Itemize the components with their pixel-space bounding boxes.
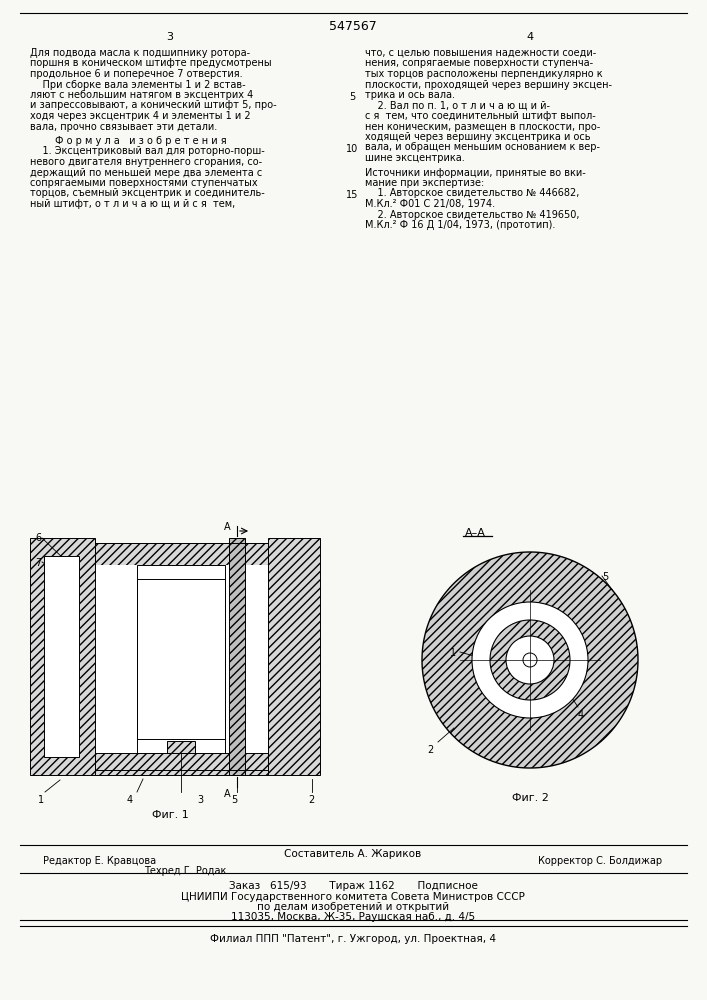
Text: мание при экспертизе:: мание при экспертизе: (365, 178, 484, 188)
Text: 1. Эксцентриковый вал для роторно-порш-: 1. Эксцентриковый вал для роторно-порш- (30, 146, 264, 156)
Text: ходящей через вершину эксцентрика и ось: ходящей через вершину эксцентрика и ось (365, 132, 590, 142)
Text: ный штифт, о т л и ч а ю щ и й с я  тем,: ный штифт, о т л и ч а ю щ и й с я тем, (30, 199, 235, 209)
Text: 6: 6 (35, 533, 41, 543)
Text: Ф о р м у л а   и з о б р е т е н и я: Ф о р м у л а и з о б р е т е н и я (55, 136, 227, 146)
Bar (167, 741, 195, 753)
Text: 4: 4 (527, 32, 534, 42)
Text: 15: 15 (346, 190, 358, 200)
Text: 5: 5 (349, 92, 355, 102)
Text: 3: 3 (167, 32, 173, 42)
Circle shape (506, 636, 554, 684)
Text: 1: 1 (450, 648, 456, 658)
Bar (95, 753, 268, 775)
Bar (137, 739, 225, 753)
Text: держащий по меньшей мере два элемента с: держащий по меньшей мере два элемента с (30, 167, 262, 178)
Text: по делам изобретений и открытий: по делам изобретений и открытий (257, 902, 449, 912)
Text: При сборке вала элементы 1 и 2 встав-: При сборке вала элементы 1 и 2 встав- (30, 80, 245, 90)
Text: невого двигателя внутреннего сгорания, со-: невого двигателя внутреннего сгорания, с… (30, 157, 262, 167)
Text: A–A: A–A (464, 528, 486, 538)
Text: вала, и обращен меньшим основанием к вер-: вала, и обращен меньшим основанием к вер… (365, 142, 600, 152)
Text: 1: 1 (38, 795, 44, 805)
Text: нения, сопрягаемые поверхности ступенча-: нения, сопрягаемые поверхности ступенча- (365, 58, 593, 68)
Text: Корректор С. Болдижар: Корректор С. Болдижар (538, 856, 662, 866)
Text: 113035, Москва, Ж-35, Раушская наб., д. 4/5: 113035, Москва, Ж-35, Раушская наб., д. … (231, 912, 475, 922)
Text: Филиал ППП "Патент", г. Ужгород, ул. Проектная, 4: Филиал ППП "Патент", г. Ужгород, ул. Про… (210, 934, 496, 944)
Text: продольное 6 и поперечное 7 отверстия.: продольное 6 и поперечное 7 отверстия. (30, 69, 243, 79)
Text: A: A (223, 522, 230, 532)
Text: торцов, съемный эксцентрик и соединитель-: торцов, съемный эксцентрик и соединитель… (30, 188, 264, 198)
Text: плоскости, проходящей через вершину эксцен-: плоскости, проходящей через вершину эксц… (365, 80, 612, 90)
Text: 5: 5 (231, 795, 238, 805)
Text: 4: 4 (127, 795, 133, 805)
Bar (137, 565, 225, 579)
Text: 1. Авторское свидетельство № 446682,: 1. Авторское свидетельство № 446682, (365, 188, 579, 198)
Text: нен коническим, размещен в плоскости, про-: нен коническим, размещен в плоскости, пр… (365, 121, 600, 131)
Text: 547567: 547567 (329, 20, 377, 33)
Polygon shape (422, 552, 638, 768)
Bar (95, 565, 268, 753)
Circle shape (472, 602, 588, 718)
Text: поршня в коническом штифте предусмотрены: поршня в коническом штифте предусмотрены (30, 58, 271, 68)
Text: Заказ   615/93       Тираж 1162       Подписное: Заказ 615/93 Тираж 1162 Подписное (228, 881, 477, 891)
Text: М.Кл.² Ф 16 Д 1/04, 1973, (прототип).: М.Кл.² Ф 16 Д 1/04, 1973, (прототип). (365, 220, 556, 230)
Text: Составитель А. Жариков: Составитель А. Жариков (284, 849, 421, 859)
Text: Для подвода масла к подшипнику ротора-: Для подвода масла к подшипнику ротора- (30, 48, 250, 58)
Bar (30, 538, 95, 775)
Text: трика и ось вала.: трика и ось вала. (365, 90, 455, 100)
Text: Техред Г. Родак: Техред Г. Родак (144, 866, 226, 876)
Text: 2. Вал по п. 1, о т л и ч а ю щ и й-: 2. Вал по п. 1, о т л и ч а ю щ и й- (365, 101, 550, 110)
Text: 2: 2 (308, 795, 314, 805)
Text: 2: 2 (427, 745, 433, 755)
Text: 2. Авторское свидетельство № 419650,: 2. Авторское свидетельство № 419650, (365, 210, 580, 220)
Bar (137, 565, 225, 753)
Text: М.Кл.² Ф01 С 21/08, 1974.: М.Кл.² Ф01 С 21/08, 1974. (365, 199, 495, 209)
Text: Источники информации, принятые во вки-: Источники информации, принятые во вки- (365, 167, 586, 178)
Text: что, с целью повышения надежности соеди-: что, с целью повышения надежности соеди- (365, 48, 596, 58)
Text: вала, прочно связывает эти детали.: вала, прочно связывает эти детали. (30, 121, 217, 131)
Bar (95, 543, 268, 565)
Text: Фиг. 2: Фиг. 2 (512, 793, 549, 803)
Text: сопрягаемыми поверхностями ступенчатых: сопрягаемыми поверхностями ступенчатых (30, 178, 257, 188)
Text: A: A (223, 789, 230, 799)
Bar (268, 538, 320, 775)
Text: 7: 7 (35, 558, 41, 568)
Circle shape (523, 653, 537, 667)
Bar (229, 538, 245, 775)
Bar (44, 556, 79, 757)
Bar (137, 579, 225, 739)
Text: тых торцов расположены перпендикулярно к: тых торцов расположены перпендикулярно к (365, 69, 602, 79)
Text: Редактор Е. Кравцова: Редактор Е. Кравцова (43, 856, 156, 866)
Text: 5: 5 (602, 572, 608, 582)
Text: 10: 10 (346, 144, 358, 154)
Text: шине эксцентрика.: шине эксцентрика. (365, 153, 464, 163)
Text: с я  тем, что соединительный штифт выпол-: с я тем, что соединительный штифт выпол- (365, 111, 596, 121)
Text: и запрессовывают, а конический штифт 5, про-: и запрессовывают, а конический штифт 5, … (30, 101, 276, 110)
Circle shape (490, 620, 570, 700)
Text: 3: 3 (197, 795, 203, 805)
Text: ляют с небольшим натягом в эксцентрих 4: ляют с небольшим натягом в эксцентрих 4 (30, 90, 253, 100)
Text: ходя через эксцентрик 4 и элементы 1 и 2: ходя через эксцентрик 4 и элементы 1 и 2 (30, 111, 250, 121)
Text: 4: 4 (578, 710, 584, 720)
Text: Фиг. 1: Фиг. 1 (151, 810, 188, 820)
Text: ЦНИИПИ Государственного комитета Совета Министров СССР: ЦНИИПИ Государственного комитета Совета … (181, 892, 525, 902)
